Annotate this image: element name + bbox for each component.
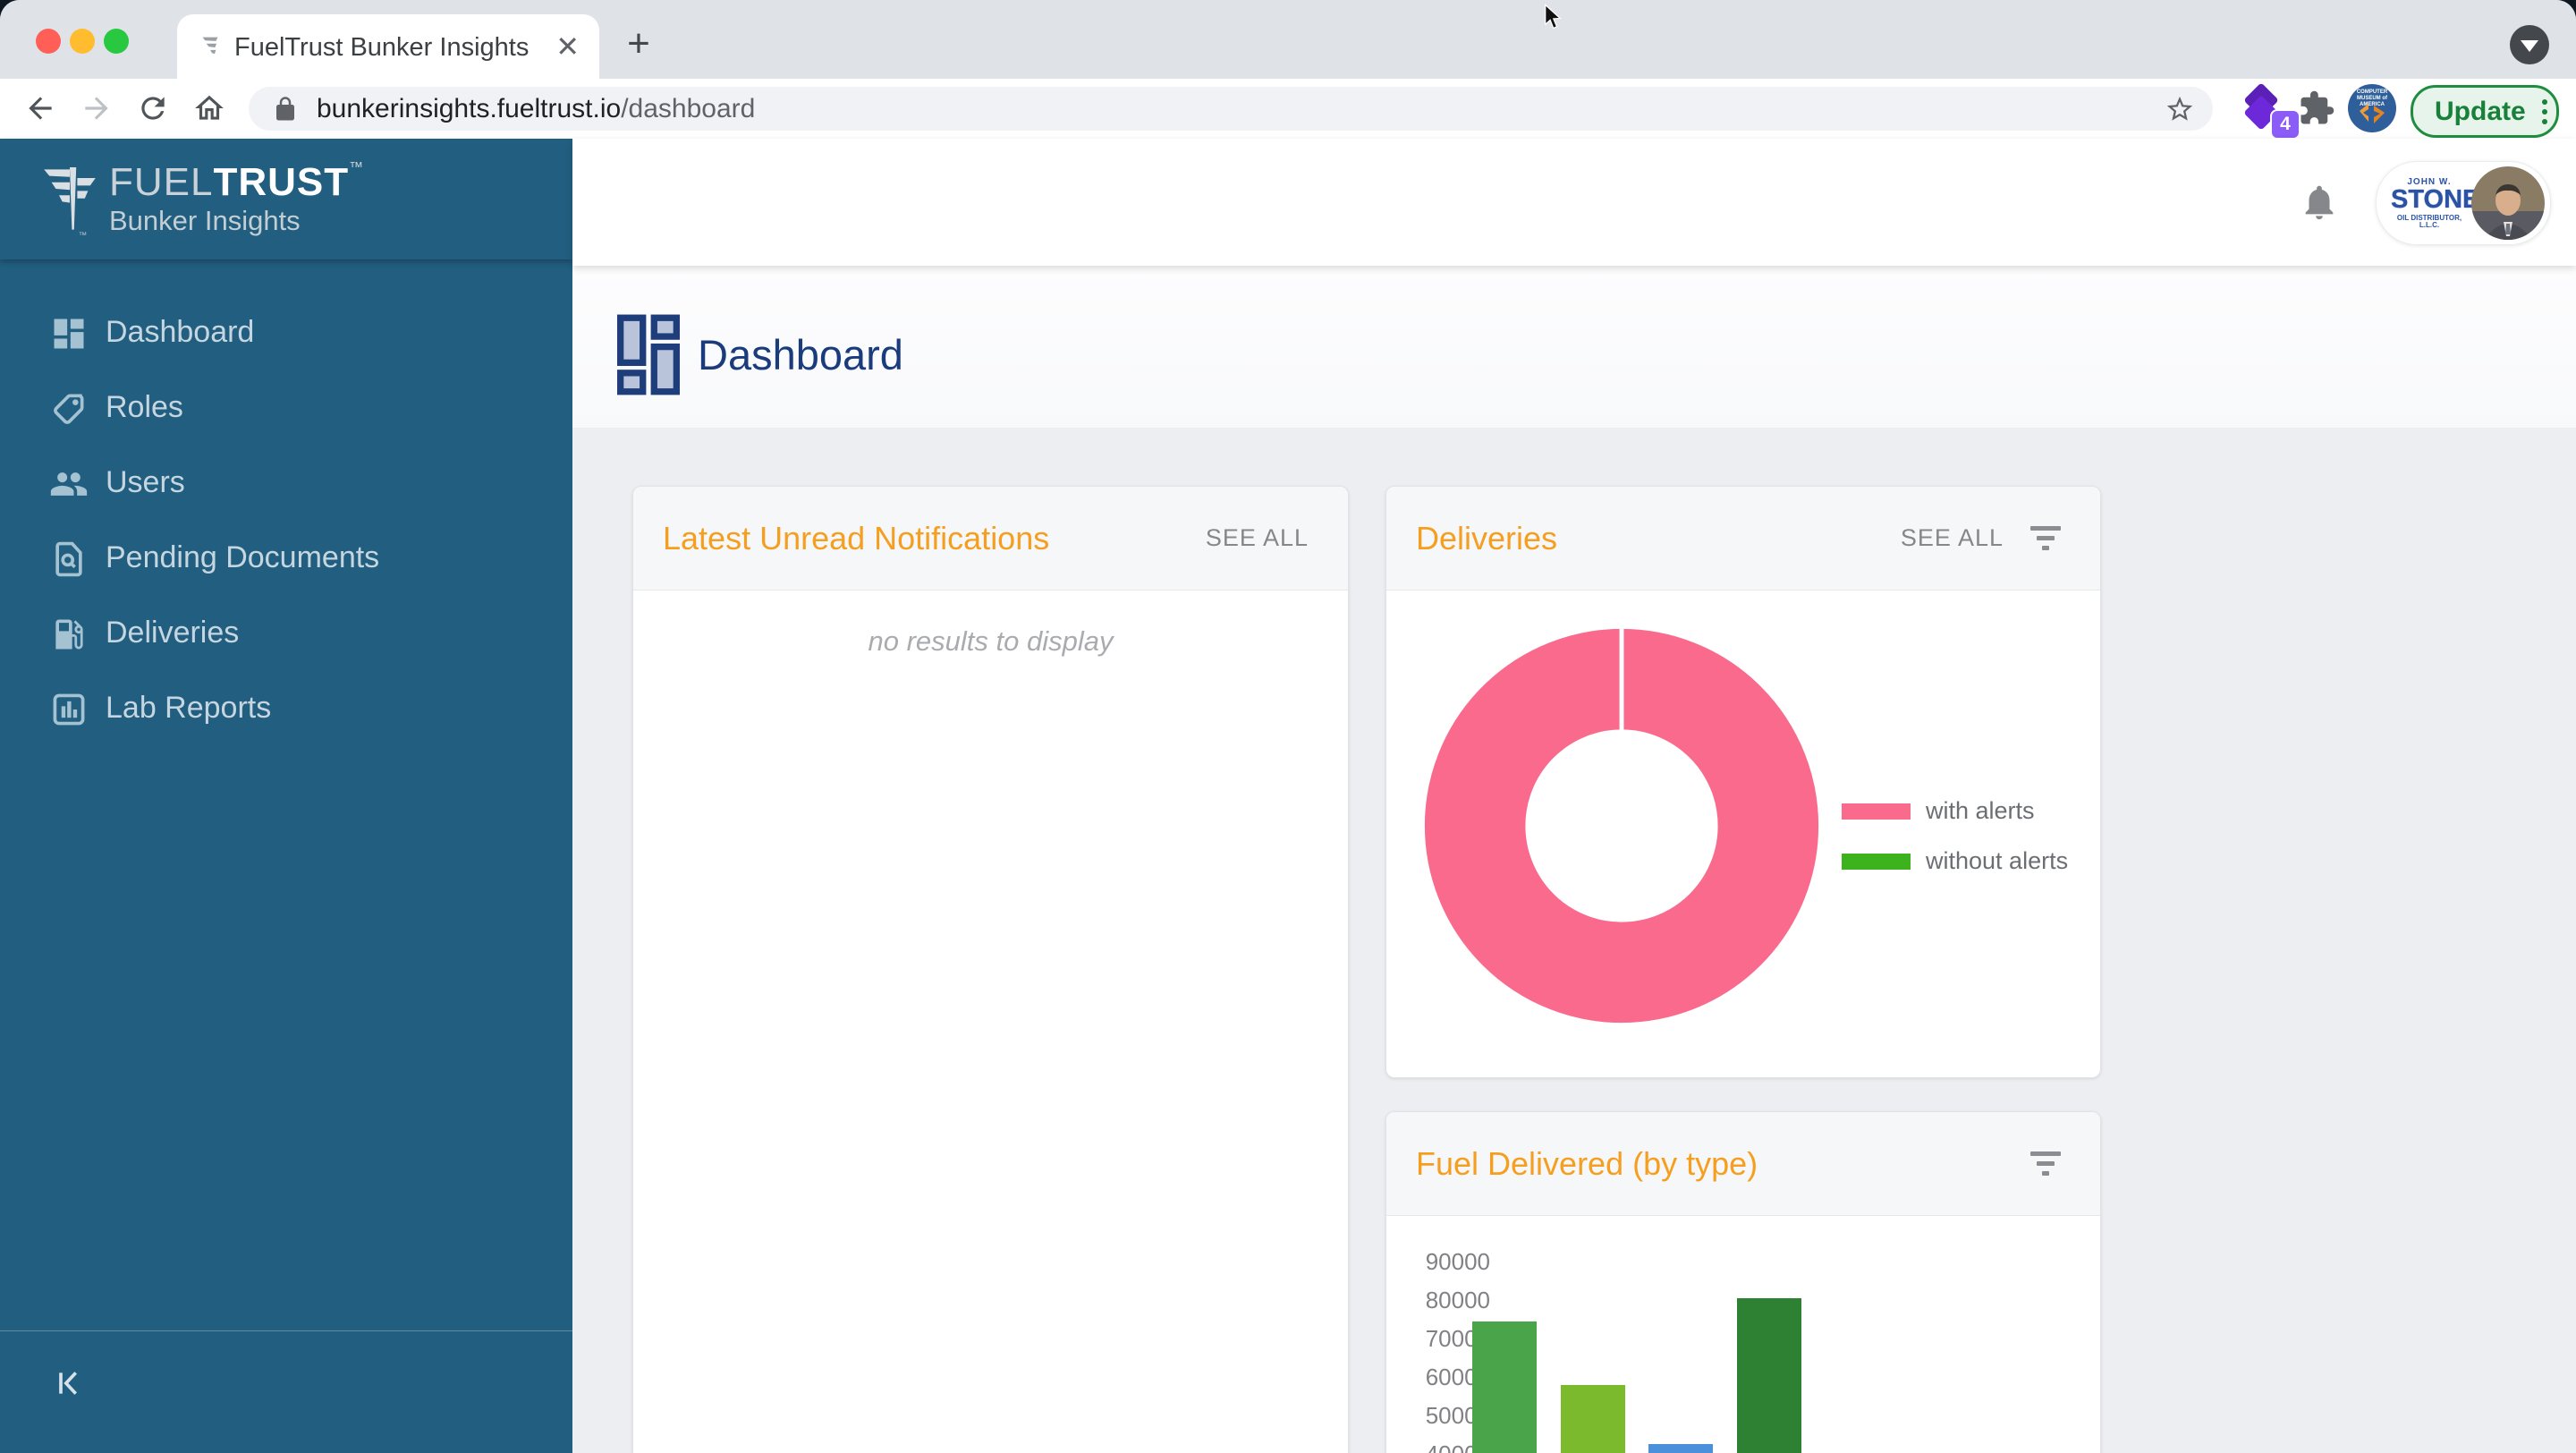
lock-icon[interactable]: [272, 96, 299, 123]
company-logo: JOHN W. STONE OIL DISTRIBUTOR, L.L.C.: [2391, 176, 2480, 229]
sidebar-item-users[interactable]: Users: [0, 446, 572, 522]
url-path: /dashboard: [621, 94, 756, 123]
bar-report-icon: [53, 693, 85, 726]
fuel-filter-icon[interactable]: [2030, 1151, 2061, 1176]
brand-subtitle: Bunker Insights: [109, 205, 301, 236]
notifications-card-header: Latest Unread Notifications SEE ALL: [633, 487, 1348, 591]
reload-icon[interactable]: [136, 91, 170, 125]
account-menu[interactable]: JOHN W. STONE OIL DISTRIBUTOR, L.L.C.: [2376, 161, 2551, 245]
sidebar-item-pending-documents[interactable]: Pending Documents: [0, 522, 572, 597]
browser-toolbar: bunkerinsights.fueltrust.io/dashboard 4 …: [0, 79, 2576, 140]
legend-item[interactable]: without alerts: [1842, 847, 2068, 875]
sidebar-item-roles[interactable]: Roles: [0, 371, 572, 446]
sidebar-item-deliveries[interactable]: Deliveries: [0, 597, 572, 672]
deliveries-card: Deliveries SEE ALL with alerts without al…: [1385, 486, 2101, 1078]
legend-label: with alerts: [1926, 797, 2035, 824]
update-menu-button[interactable]: Update: [2411, 85, 2559, 138]
y-axis-tick: 80000: [1425, 1287, 1490, 1313]
fuel-card-header: Fuel Delivered (by type): [1386, 1112, 2100, 1216]
tab-strip: FuelTrust Bunker Insights ✕ +: [0, 0, 2576, 79]
update-label: Update: [2435, 96, 2526, 126]
notifications-card-title: Latest Unread Notifications: [663, 519, 1050, 557]
app-viewport: ™ FUELTRUST™ Bunker Insights Dashboard R…: [0, 139, 2576, 1453]
collapse-sidebar-icon[interactable]: [52, 1365, 88, 1401]
url-host: bunkerinsights.fueltrust.io: [317, 94, 622, 123]
fuel-delivered-card: Fuel Delivered (by type) 90000 80000 70000…: [1385, 1111, 2101, 1453]
notifications-empty-text: no results to display: [868, 625, 1114, 657]
notifications-see-all-button[interactable]: SEE ALL: [1205, 524, 1309, 551]
sidebar-footer: [0, 1330, 572, 1453]
sidebar-item-dashboard[interactable]: Dashboard: [0, 296, 572, 371]
page-title-bar: Dashboard: [572, 266, 2576, 429]
legend-item[interactable]: with alerts: [1842, 797, 2068, 825]
page-title: Dashboard: [698, 331, 903, 378]
bar-series-1: [1560, 1384, 1625, 1453]
profile-avatar-mark: [2360, 104, 2385, 123]
brand-text: FUELTRUST™ Bunker Insights: [109, 160, 364, 237]
deliveries-see-all-button[interactable]: SEE ALL: [1900, 524, 2004, 551]
donut-slice-border: [1619, 626, 1624, 732]
tag-icon: [54, 394, 84, 424]
tab-title: FuelTrust Bunker Insights: [234, 33, 530, 62]
user-avatar: [2471, 166, 2545, 240]
forward-icon[interactable]: [80, 91, 114, 125]
tab-favicon: [202, 37, 218, 55]
back-icon[interactable]: [23, 91, 57, 125]
notifications-card: Latest Unread Notifications SEE ALL no r…: [632, 486, 1349, 1453]
content-area: Latest Unread Notifications SEE ALL no r…: [572, 428, 2576, 1453]
notifications-bell-icon[interactable]: [2299, 182, 2340, 223]
new-tab-button[interactable]: +: [627, 21, 650, 65]
dashboard-page-icon: [617, 314, 680, 395]
brand-header: ™ FUELTRUST™ Bunker Insights: [0, 139, 572, 259]
menu-dots-icon: [2541, 98, 2547, 124]
deliveries-donut-chart: [1424, 626, 1819, 1024]
deliveries-legend: with alerts without alerts: [1842, 797, 2068, 897]
sidebar-item-lab-reports[interactable]: Lab Reports: [0, 672, 572, 747]
traffic-light-close[interactable]: [36, 29, 61, 54]
sidebar: ™ FUELTRUST™ Bunker Insights Dashboard R…: [0, 139, 572, 1453]
dashboard-icon: [54, 319, 84, 349]
home-icon[interactable]: [192, 91, 226, 125]
traffic-light-minimize[interactable]: [70, 29, 95, 54]
bar-series-2: [1648, 1444, 1714, 1453]
bookmark-star-icon[interactable]: [2165, 94, 2195, 124]
document-search-icon: [55, 541, 82, 577]
brand-tm: ™: [349, 160, 365, 175]
url-text: bunkerinsights.fueltrust.io/dashboard: [317, 94, 755, 124]
legend-label: without alerts: [1926, 847, 2069, 874]
tab-close-icon[interactable]: ✕: [555, 30, 580, 63]
extension-badge: 4: [2270, 109, 2301, 140]
tab-search-chevron-icon[interactable]: [2510, 25, 2549, 64]
deliveries-card-header: Deliveries SEE ALL: [1386, 487, 2100, 591]
fuel-card-title: Fuel Delivered (by type): [1416, 1144, 1758, 1182]
profile-avatar-text: COMPUTER MUSEUM of AMERICA: [2356, 89, 2388, 107]
traffic-light-zoom[interactable]: [104, 29, 129, 54]
fueltrust-logo-icon: ™: [44, 167, 96, 241]
browser-profile-avatar[interactable]: COMPUTER MUSEUM of AMERICA: [2348, 84, 2396, 132]
users-icon: [50, 472, 88, 496]
fuel-pump-icon: [55, 619, 83, 650]
y-axis-tick: 90000: [1425, 1248, 1490, 1275]
brand-trust: TRUST: [213, 160, 350, 204]
legend-swatch: [1842, 853, 1911, 870]
app-header: JOHN W. STONE OIL DISTRIBUTOR, L.L.C.: [572, 139, 2576, 266]
deliveries-card-title: Deliveries: [1416, 519, 1558, 557]
extensions-puzzle-icon[interactable]: [2298, 89, 2335, 127]
svg-text:™: ™: [79, 231, 88, 241]
deliveries-filter-icon[interactable]: [2030, 526, 2061, 550]
legend-swatch: [1842, 803, 1911, 820]
bar-series-0: [1472, 1321, 1537, 1453]
bar-series-3: [1737, 1298, 1802, 1453]
brand-fuel: FUEL: [109, 160, 214, 204]
browser-tab[interactable]: FuelTrust Bunker Insights ✕: [177, 14, 599, 79]
address-bar[interactable]: bunkerinsights.fueltrust.io/dashboard: [249, 87, 2213, 131]
mouse-cursor: [1545, 4, 1562, 30]
